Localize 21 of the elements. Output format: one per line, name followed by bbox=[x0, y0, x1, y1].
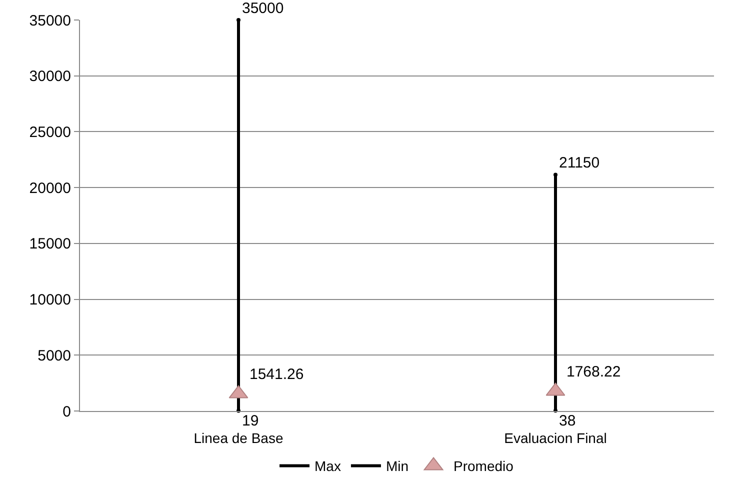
y-tick-label: 10000 bbox=[29, 292, 71, 309]
data-label: 21150 bbox=[559, 154, 600, 172]
y-tick-label: 0 bbox=[62, 403, 71, 420]
data-label: 19 bbox=[242, 412, 259, 430]
point bbox=[236, 18, 240, 22]
y-tick-label: 20000 bbox=[29, 180, 71, 197]
data-label: 38 bbox=[559, 412, 576, 430]
data-label: 1768.22 bbox=[566, 364, 621, 380]
data-label: 1541.26 bbox=[250, 366, 304, 384]
x-tick-label: Linea de Base bbox=[194, 430, 284, 446]
legend-label: Promedio bbox=[454, 458, 514, 474]
y-tick-label: 15000 bbox=[29, 236, 71, 253]
x-tick-label: Evaluacion Final bbox=[504, 430, 607, 446]
y-tick-label: 5000 bbox=[38, 347, 71, 364]
data-label: 35000 bbox=[242, 0, 284, 17]
y-tick-label: 25000 bbox=[29, 124, 71, 141]
y-tick-label: 30000 bbox=[29, 68, 71, 86]
point bbox=[554, 172, 558, 177]
legend-label: Min bbox=[386, 458, 409, 474]
y-tick-label: 35000 bbox=[29, 12, 71, 30]
legend-label: Max bbox=[314, 458, 341, 474]
